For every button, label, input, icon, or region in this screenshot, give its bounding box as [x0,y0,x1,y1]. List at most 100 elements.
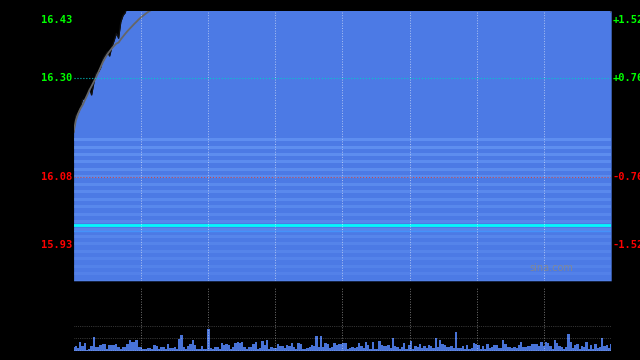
Bar [493,345,495,351]
Bar [442,345,444,351]
Bar [178,339,180,351]
Bar [241,342,243,351]
Bar [495,345,498,351]
Bar [129,339,131,351]
Bar [120,349,122,351]
Bar [567,334,570,351]
Bar [261,341,264,351]
Bar [205,349,207,351]
Text: sina.com: sina.com [530,263,573,273]
Bar [282,346,284,351]
Bar [111,346,113,351]
Bar [250,347,252,351]
Bar [527,346,529,351]
Bar [340,344,342,351]
Bar [363,348,365,351]
Bar [169,348,172,351]
Bar [118,347,120,351]
Bar [124,347,127,351]
Bar [164,349,167,351]
Bar [293,347,295,351]
Bar [383,346,385,351]
Bar [419,345,421,351]
Bar [149,348,151,351]
Bar [452,348,455,351]
Bar [243,347,246,351]
Bar [237,342,239,351]
Bar [300,344,302,351]
Bar [518,345,520,351]
Bar [271,347,273,351]
Bar [484,350,486,351]
Bar [360,346,363,351]
Bar [255,342,257,351]
Bar [329,347,331,351]
Bar [182,347,185,351]
Bar [77,348,79,351]
Bar [556,342,558,351]
Bar [75,346,77,351]
Bar [257,349,259,351]
Text: 16.30: 16.30 [41,73,72,83]
Bar [536,344,538,351]
Bar [417,347,419,351]
Bar [223,345,225,351]
Bar [356,347,358,351]
Bar [335,345,338,351]
Bar [316,336,317,351]
Bar [351,347,354,351]
Bar [588,349,590,351]
Bar [354,348,356,351]
Bar [610,344,612,351]
Bar [581,346,583,351]
Bar [232,347,234,351]
Bar [477,345,479,351]
Bar [203,349,205,351]
Bar [592,349,595,351]
Bar [596,348,599,351]
Bar [486,344,488,351]
Bar [457,348,460,351]
Bar [284,348,286,351]
Bar [311,345,313,351]
Bar [545,342,547,351]
Bar [461,346,464,351]
Bar [264,345,266,351]
Bar [538,346,540,351]
Bar [173,347,176,351]
Bar [599,347,601,351]
Bar [295,349,298,351]
Bar [163,347,164,351]
Text: -0.76%: -0.76% [613,172,640,182]
Bar [147,348,149,351]
Bar [365,342,367,351]
Bar [516,348,518,351]
Bar [84,343,86,351]
Bar [156,346,158,351]
Bar [579,349,581,351]
Bar [558,346,561,351]
Bar [252,343,255,351]
Bar [385,346,387,351]
Bar [228,345,230,351]
Bar [338,344,340,351]
Bar [520,342,522,351]
Bar [239,343,241,351]
Bar [268,349,271,351]
Bar [127,345,129,351]
Bar [102,344,104,351]
Bar [277,344,280,351]
Bar [142,350,145,351]
Bar [180,336,182,351]
Bar [401,347,403,351]
Bar [122,347,124,351]
Bar [307,348,308,351]
Bar [367,345,369,351]
Bar [210,348,212,351]
Bar [394,346,396,351]
Bar [212,349,214,351]
Bar [99,345,102,351]
Bar [498,348,500,351]
Bar [511,348,513,351]
Bar [192,340,194,351]
